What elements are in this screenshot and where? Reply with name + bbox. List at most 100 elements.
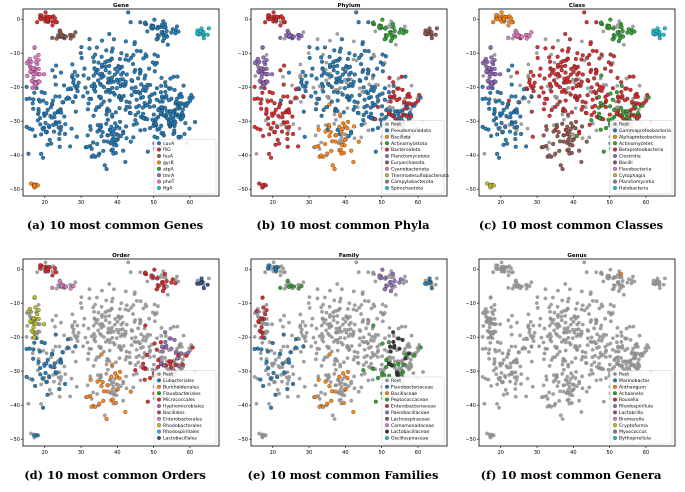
data-point-rest: [489, 305, 494, 310]
data-point: [409, 114, 414, 119]
data-point-rest: [526, 312, 531, 317]
data-point: [176, 135, 181, 140]
data-point: [344, 65, 349, 70]
data-point-rest: [302, 384, 307, 389]
data-point-rest: [573, 376, 578, 381]
data-point-rest: [608, 354, 612, 359]
data-point-rest: [572, 330, 577, 335]
data-point-rest: [526, 323, 531, 328]
data-point: [277, 101, 283, 106]
data-point: [629, 31, 634, 36]
y-tick-label: 0: [473, 267, 476, 273]
legend-label: Planctomycetota: [391, 154, 430, 160]
data-point-rest: [59, 375, 64, 379]
data-point: [601, 117, 606, 122]
data-point: [169, 365, 174, 370]
legend-marker: [157, 173, 161, 178]
data-point: [175, 356, 180, 361]
data-point: [392, 29, 397, 34]
data-point: [557, 74, 562, 79]
data-point-rest: [110, 296, 115, 301]
data-point: [357, 93, 362, 98]
data-point: [164, 29, 169, 34]
data-point: [286, 70, 292, 75]
data-point-rest: [557, 398, 562, 403]
data-point-rest: [114, 327, 119, 332]
data-point: [121, 131, 126, 136]
legend-marker: [157, 404, 161, 408]
data-point: [388, 39, 393, 44]
data-point-rest: [303, 334, 308, 339]
data-point: [565, 56, 570, 62]
legend-label: Rhodobacterales: [163, 423, 202, 429]
data-point-rest: [206, 276, 211, 281]
data-point-rest: [539, 335, 544, 340]
data-point-rest: [291, 122, 296, 127]
data-point-rest: [584, 361, 589, 366]
data-point: [78, 51, 83, 56]
data-point-rest: [571, 319, 576, 324]
data-point: [273, 107, 278, 112]
data-point-rest: [103, 318, 108, 323]
legend-label: Cryptoforma: [619, 423, 648, 429]
data-point-rest: [53, 324, 57, 329]
data-point: [510, 63, 515, 68]
data-point: [70, 73, 75, 78]
data-point: [563, 98, 568, 103]
data-point-rest: [91, 363, 96, 368]
data-point-rest: [552, 403, 557, 408]
legend-marker: [385, 384, 389, 389]
data-point-rest: [339, 380, 344, 385]
data-point: [501, 17, 506, 22]
data-point: [390, 21, 396, 27]
data-point: [326, 122, 331, 127]
data-point-rest: [298, 73, 303, 78]
data-point: [608, 91, 613, 96]
data-point: [487, 75, 492, 80]
data-point: [590, 48, 595, 53]
data-point: [484, 69, 489, 74]
data-point-rest: [47, 387, 52, 392]
data-point-rest: [338, 296, 343, 301]
data-point: [542, 101, 547, 106]
data-point-rest: [278, 273, 283, 278]
data-point-rest: [645, 343, 650, 347]
data-point-rest: [584, 389, 589, 394]
data-point: [580, 104, 585, 109]
data-point: [38, 13, 43, 18]
data-point-rest: [335, 282, 340, 286]
data-point: [129, 55, 134, 60]
data-point: [282, 370, 287, 375]
data-point-rest: [612, 283, 617, 288]
data-point-rest: [632, 279, 637, 284]
data-point: [39, 151, 44, 156]
data-point-rest: [598, 377, 603, 382]
data-point-rest: [565, 307, 570, 311]
data-point-rest: [366, 128, 371, 133]
caption-text: 10 most common Classes: [500, 218, 664, 232]
data-point: [316, 377, 321, 382]
data-point: [152, 52, 157, 57]
data-point: [159, 22, 164, 27]
data-point-rest: [370, 334, 374, 339]
data-point-rest: [307, 295, 312, 300]
data-point: [429, 36, 434, 41]
y-tick-label: −10: [9, 301, 20, 307]
data-point: [590, 105, 595, 110]
data-point: [387, 75, 392, 80]
data-point-rest: [403, 24, 407, 29]
data-point-rest: [551, 392, 556, 396]
data-point: [168, 86, 173, 91]
data-point-rest: [565, 299, 570, 304]
data-point: [160, 94, 165, 99]
data-point-rest: [131, 312, 135, 316]
data-point-rest: [59, 320, 63, 325]
data-point-rest: [342, 327, 347, 332]
data-point-rest: [92, 331, 96, 336]
data-point-rest: [299, 330, 304, 335]
data-point: [72, 69, 77, 74]
data-point: [153, 62, 158, 67]
legend-marker: [385, 423, 389, 428]
data-point: [124, 72, 129, 77]
data-point: [190, 345, 195, 350]
